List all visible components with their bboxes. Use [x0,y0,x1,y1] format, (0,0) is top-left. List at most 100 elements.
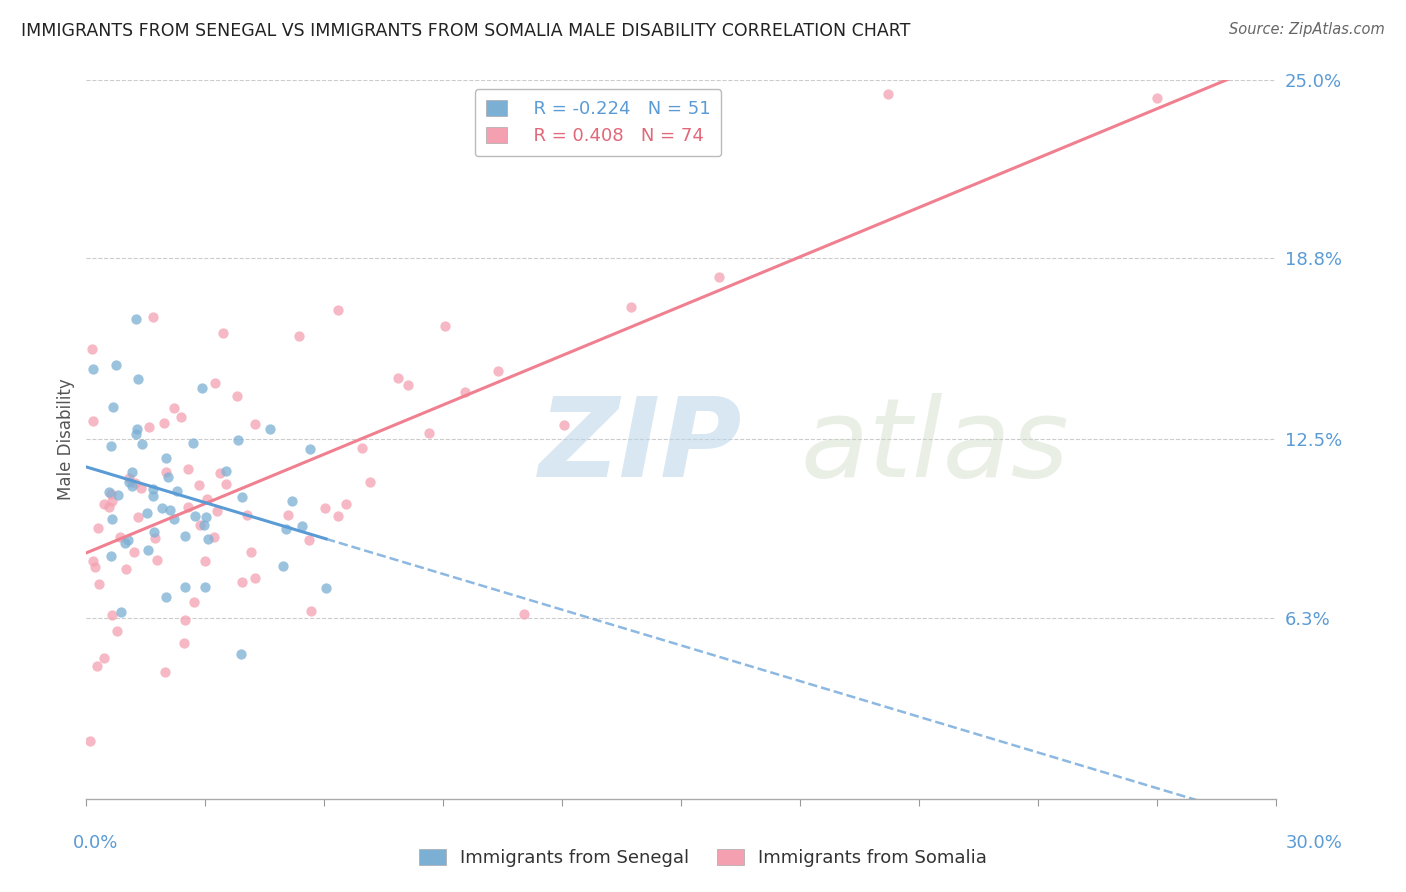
Point [209,466,232,480]
Point [197,532,219,546]
Point [299,442,322,456]
Point [291,519,314,533]
Point [150,500,173,515]
Point [136,543,159,558]
Point [84,560,107,574]
Point [195,491,218,506]
Point [315,582,337,596]
Point [152,416,174,430]
Point [97,500,120,515]
Point [326,509,349,524]
Point [207,504,229,518]
Point [131,437,153,451]
Point [181,436,204,450]
Point [298,533,321,548]
Point [188,518,211,533]
Legend: Immigrants from Senegal, Immigrants from Somalia: Immigrants from Senegal, Immigrants from… [412,841,994,874]
Point [226,389,249,403]
Point [108,530,131,544]
Point [122,544,145,558]
Point [276,522,298,536]
Point [163,512,186,526]
Point [190,380,212,394]
Point [101,400,124,414]
Point [211,326,233,340]
Point [434,318,457,333]
Point [155,450,177,465]
Point [202,530,225,544]
Point [709,270,731,285]
Point [125,421,148,435]
Point [100,439,122,453]
Point [105,624,128,639]
Point [121,465,143,479]
Point [187,477,209,491]
Point [156,470,179,484]
Point [418,426,440,441]
Point [127,510,149,524]
Point [155,590,177,604]
Point [127,371,149,385]
Point [117,533,139,547]
Point [620,300,643,314]
Point [80,342,103,356]
Point [215,477,238,491]
Point [173,529,195,543]
Point [299,604,322,618]
Point [174,613,197,627]
Point [1146,91,1168,105]
Point [125,311,148,326]
Point [174,580,197,594]
Point [326,303,349,318]
Point [129,481,152,495]
Point [488,364,510,378]
Text: 30.0%: 30.0% [1286,834,1343,852]
Point [98,484,121,499]
Point [280,493,302,508]
Point [231,574,253,589]
Point [142,310,165,324]
Point [194,554,217,568]
Point [214,465,236,479]
Point [162,401,184,415]
Point [100,494,122,508]
Point [173,636,195,650]
Point [454,385,477,400]
Point [193,517,215,532]
Point [183,595,205,609]
Point [107,488,129,502]
Point [553,417,575,432]
Point [204,376,226,390]
Point [104,358,127,372]
Point [136,507,159,521]
Point [166,483,188,498]
Point [243,417,266,431]
Point [229,648,252,662]
Point [240,545,263,559]
Text: 0.0%: 0.0% [73,834,118,852]
Point [876,87,898,102]
Point [100,487,122,501]
Point [359,475,381,490]
Point [155,465,177,479]
Point [93,497,115,511]
Point [195,510,218,524]
Text: IMMIGRANTS FROM SENEGAL VS IMMIGRANTS FROM SOMALIA MALE DISABILITY CORRELATION C: IMMIGRANTS FROM SENEGAL VS IMMIGRANTS FR… [21,22,911,40]
Point [177,500,200,514]
Point [159,503,181,517]
Point [115,562,138,576]
Point [155,665,177,680]
Text: ZIP: ZIP [538,393,742,500]
Point [243,571,266,585]
Text: Source: ZipAtlas.com: Source: ZipAtlas.com [1229,22,1385,37]
Point [396,377,419,392]
Point [101,608,124,623]
Point [183,509,205,524]
Point [118,475,141,489]
Point [142,482,165,496]
Text: atlas: atlas [800,393,1069,500]
Point [125,427,148,442]
Point [226,433,249,447]
Point [387,371,409,385]
Point [121,479,143,493]
